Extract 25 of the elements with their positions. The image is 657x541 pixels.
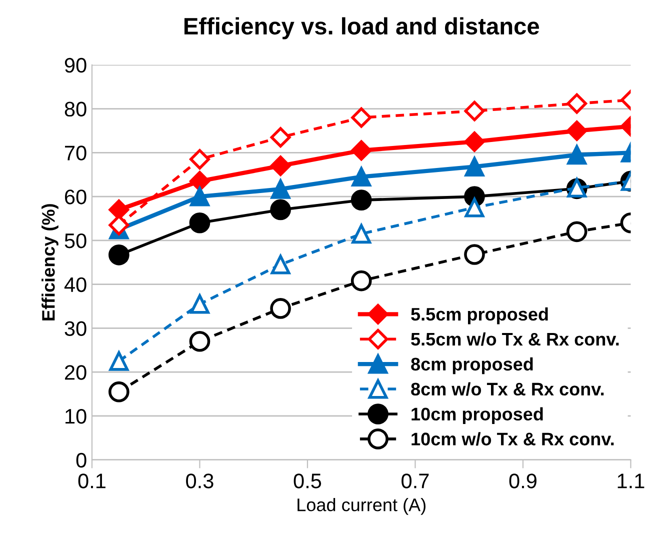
legend-label: 8cm proposed: [411, 357, 533, 374]
x-axis-title: Load current (A): [298, 498, 426, 515]
x-tick-label: 0.1: [78, 474, 106, 488]
y-tick-label: 30: [64, 321, 86, 336]
y-tick-label: 90: [64, 58, 86, 73]
y-tick-label: 50: [64, 233, 86, 248]
y-tick-label: 20: [64, 365, 86, 380]
x-tick-label: 0.3: [186, 474, 214, 488]
x-tick-label: 0.7: [402, 474, 429, 488]
legend-label: 8cm w/o Tx & Rx conv.: [411, 382, 604, 396]
y-tick-label: 10: [66, 408, 86, 424]
y-axis-title: Efficiency (%): [42, 204, 58, 320]
legend-label: 5.5cm w/o Tx & Rx conv.: [411, 332, 619, 346]
x-tick-label: 0.9: [509, 474, 536, 488]
x-tick-label: 1.1: [618, 474, 644, 488]
legend-label: 5.5cm proposed: [411, 307, 548, 324]
x-tick-label: 0.5: [294, 474, 322, 488]
chart-title: Efficiency vs. load and distance: [184, 17, 540, 40]
y-tick-label: 0: [76, 452, 86, 468]
legend-label: 10cm proposed: [412, 407, 543, 424]
legend-label: 10cm w/o Tx & Rx conv.: [412, 432, 614, 446]
y-tick-label: 60: [65, 190, 86, 204]
y-tick-label: 40: [64, 277, 86, 292]
y-tick-label: 70: [65, 146, 86, 160]
y-tick-label: 80: [64, 102, 86, 117]
